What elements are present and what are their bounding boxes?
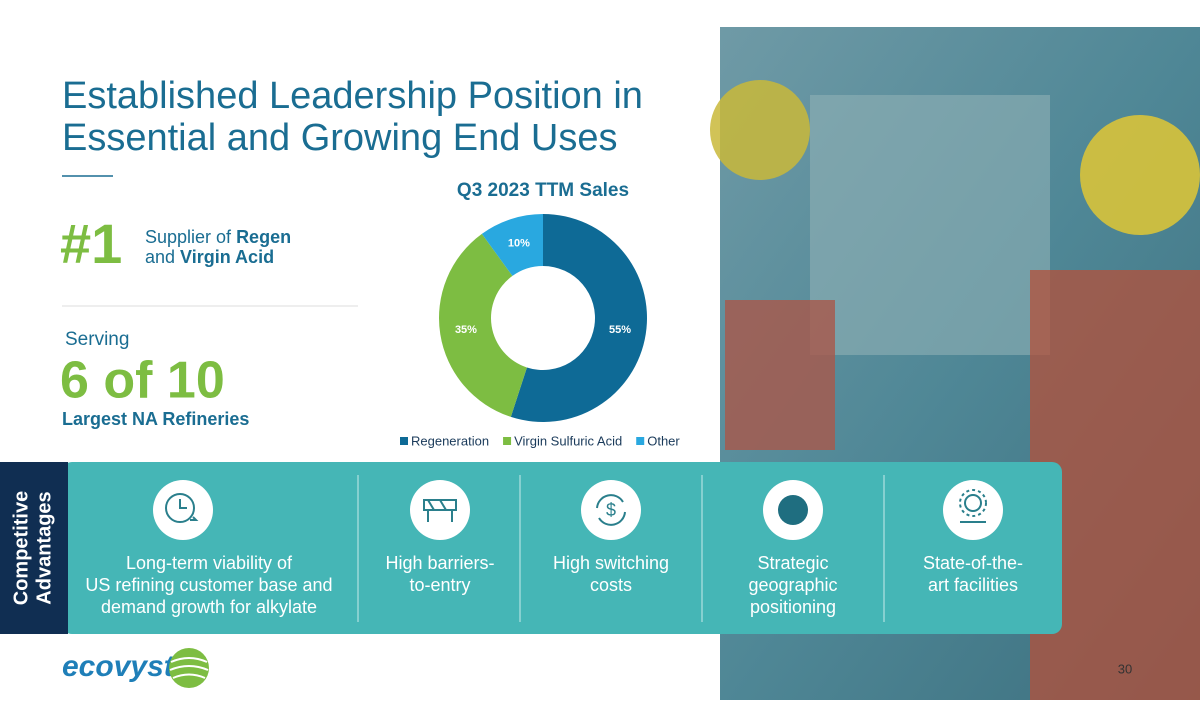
icons: $ (153, 480, 1003, 540)
page-number: 30 (1118, 661, 1132, 676)
legend-label: Other (647, 433, 680, 448)
slice (510, 214, 647, 422)
advantage-text: State-of-the- (923, 553, 1023, 573)
advantages-label: Competitive (10, 491, 32, 605)
supplier-line: Supplier of Regen (145, 227, 291, 247)
legend-label: Regeneration (411, 433, 489, 448)
legend-swatch (400, 437, 408, 445)
legend: Regeneration Virgin Sulfuric Acid Other (400, 433, 680, 448)
advantage-text: costs (590, 575, 632, 595)
legend-swatch (503, 437, 512, 445)
advantage-text: to-entry (409, 575, 470, 595)
column-dividers (357, 475, 885, 622)
data-label: 55% (609, 324, 631, 336)
text: Supplier of (145, 227, 232, 247)
logo: ecovyst (62, 650, 176, 683)
advantage-text: demand growth for alkylate (101, 597, 317, 617)
legend-swatch (636, 437, 645, 445)
title: Established Leadership Position in (62, 75, 643, 117)
advantage-text: US refining customer base and (85, 575, 332, 595)
legend-label: Virgin Sulfuric Acid (514, 433, 622, 448)
serving: Serving (65, 329, 129, 350)
serving-count: 6 of 10 (60, 352, 225, 410)
advantages-tab (0, 462, 68, 634)
text: Regen (236, 227, 291, 247)
advantage-text: positioning (750, 597, 836, 617)
advantage-text: geographic (748, 575, 837, 595)
rank: #1 (60, 212, 122, 275)
advantage-text: High switching (553, 553, 669, 573)
data-label: 35% (455, 324, 477, 336)
slice (481, 214, 543, 276)
logo-mark (169, 648, 209, 688)
serving-target: Largest NA Refineries (62, 409, 249, 429)
advantage-text: Strategic (757, 553, 828, 573)
advantage-text: art facilities (928, 575, 1018, 595)
text: and (145, 247, 175, 267)
advantage-text: High barriers- (385, 553, 494, 573)
chart-title: Q3 2023 TTM Sales (457, 180, 629, 201)
title: Essential and Growing End Uses (62, 117, 618, 159)
slice (439, 233, 527, 417)
advantage-text: Long-term viability of (126, 553, 293, 573)
svg-text:$: $ (606, 500, 616, 520)
donut-chart: 55% 35% 10% (439, 214, 647, 422)
advantages-label: Advantages (33, 491, 55, 604)
data-label: 10% (508, 238, 530, 250)
supplier-line: and Virgin Acid (145, 247, 274, 267)
text: Virgin Acid (180, 247, 274, 267)
